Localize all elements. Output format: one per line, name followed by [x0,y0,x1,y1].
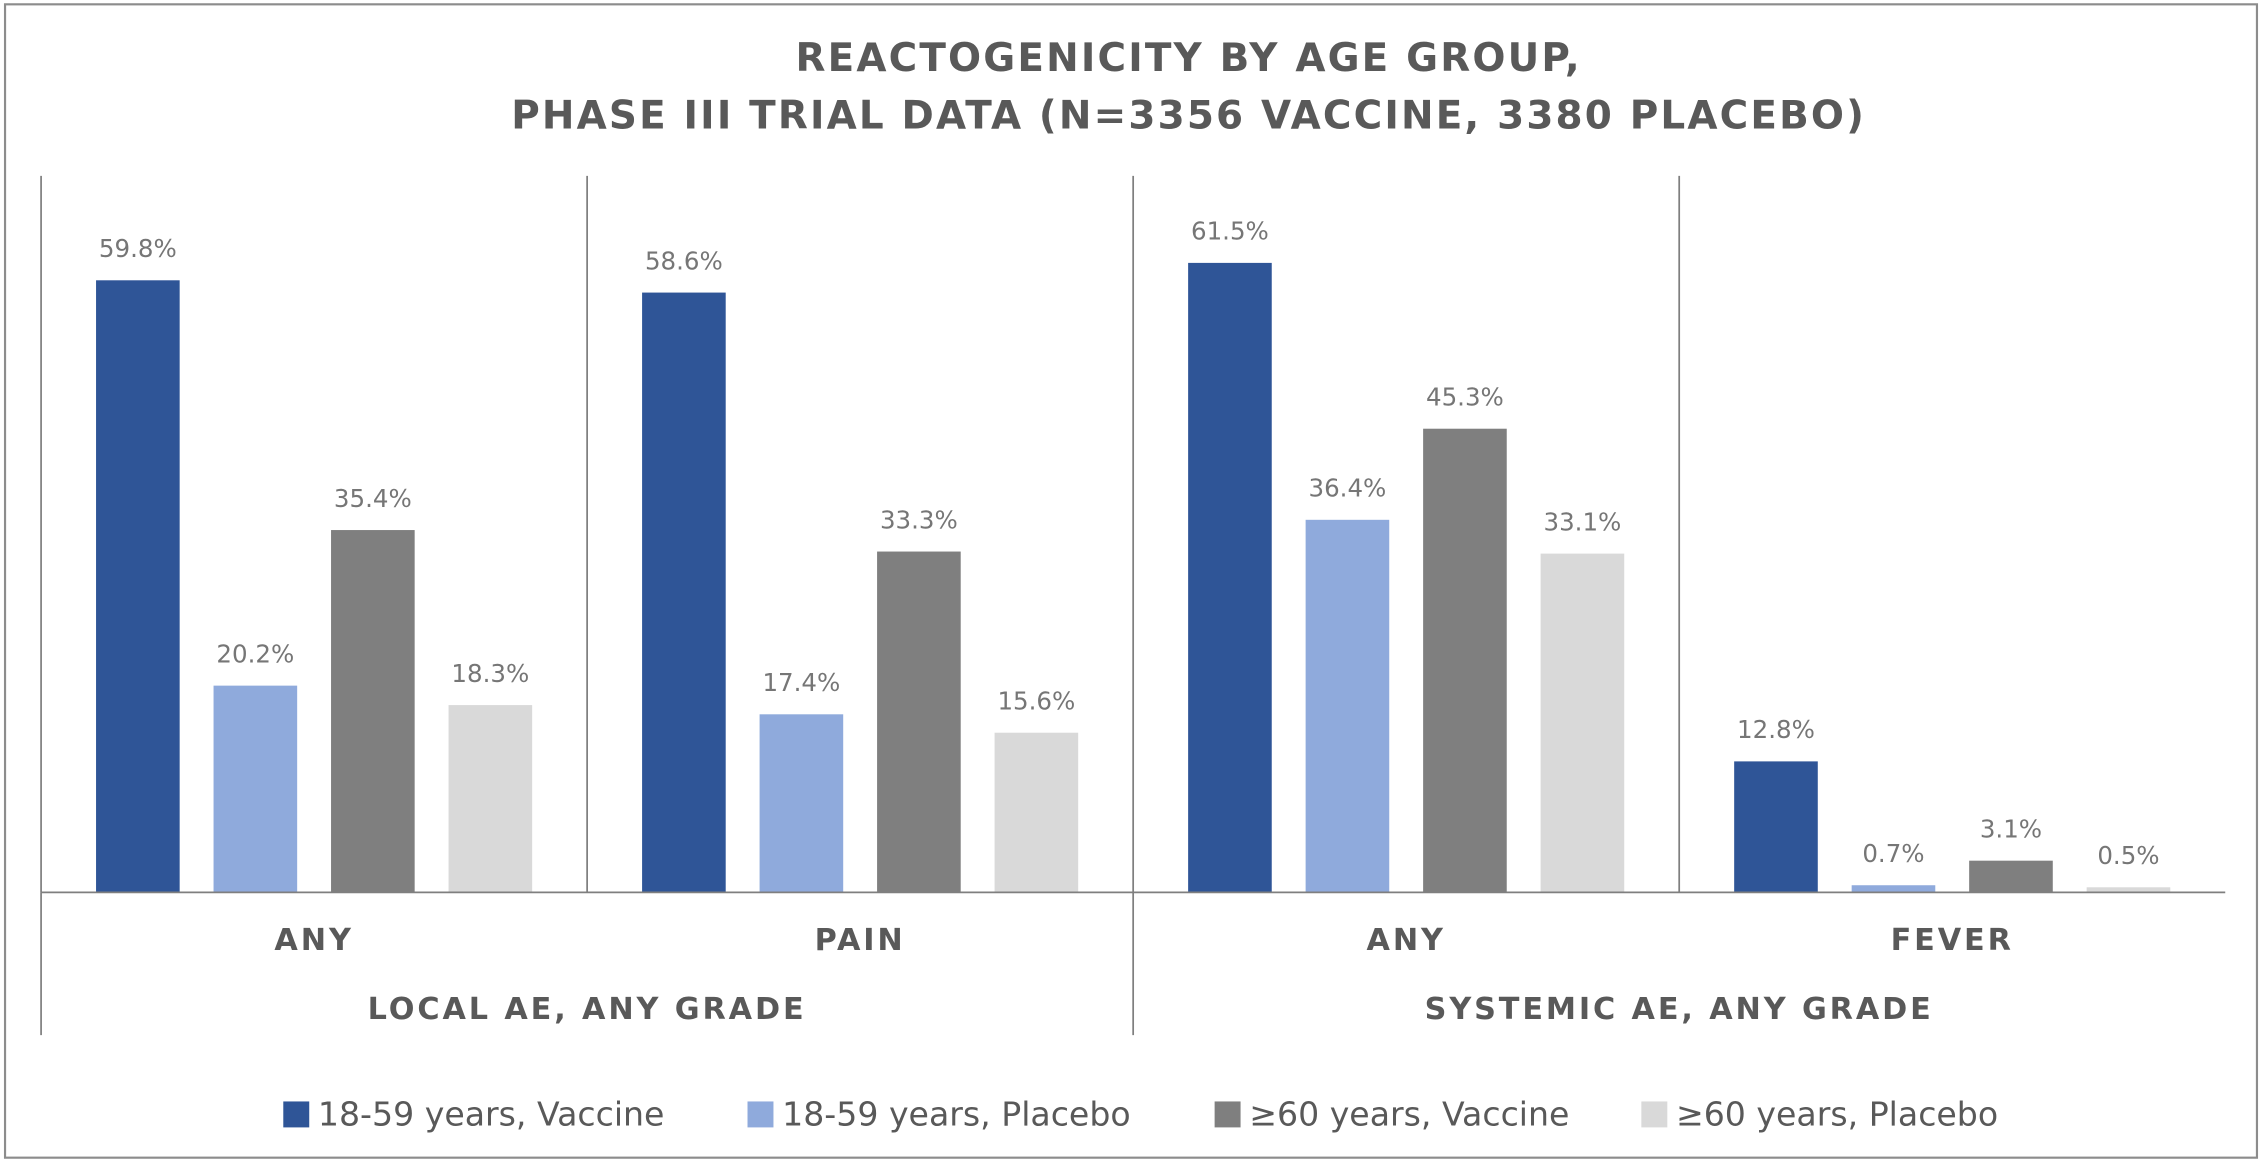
bar [759,714,844,893]
bar [1305,519,1390,893]
bar [1423,428,1507,893]
x-tick-label: ANY [274,923,353,958]
legend-swatch [747,1101,774,1128]
legend-swatch [283,1101,310,1128]
data-label: 18.3% [451,659,529,688]
legend-swatch [1214,1101,1241,1128]
data-label: 45.3% [1426,382,1504,411]
legend-label: 18-59 years, Placebo [782,1094,1131,1133]
data-label: 35.4% [334,484,412,513]
data-label: 0.7% [1862,839,1924,868]
group-label: SYSTEMIC AE, ANY GRADE [1425,992,1934,1027]
legend-label: ≥60 years, Vaccine [1249,1094,1569,1133]
x-tick-label: FEVER [1891,923,2014,958]
data-label: 17.4% [762,668,840,697]
chart-title: REACTOGENICITY BY AGE GROUP, [796,36,1582,81]
data-label: 58.6% [645,246,723,275]
bar [448,705,533,893]
data-label: 36.4% [1309,474,1387,503]
x-tick-label: ANY [1367,923,1446,958]
group-label: LOCAL AE, ANY GRADE [368,992,807,1027]
bar [96,280,180,893]
bar [877,551,961,893]
data-label: 0.5% [2097,841,2159,870]
bar [213,685,298,893]
data-label: 33.3% [880,505,958,534]
x-tick-label: PAIN [815,923,906,958]
legend-label: 18-59 years, Vaccine [318,1094,665,1133]
bar [331,530,415,893]
data-label: 61.5% [1191,217,1269,246]
bar [1188,262,1272,893]
bar [1734,761,1818,893]
chart-title: PHASE III TRIAL DATA (N=3356 VACCINE, 33… [511,94,1866,139]
legend-swatch [1641,1101,1668,1128]
bar [994,732,1079,893]
data-label: 59.8% [99,234,177,263]
bar [1969,860,2053,893]
data-label: 33.1% [1544,507,1622,536]
bar [1851,885,1936,893]
data-label: 20.2% [216,639,294,668]
legend-label: ≥60 years, Placebo [1676,1094,1998,1133]
data-label: 12.8% [1737,715,1815,744]
data-label: 3.1% [1980,814,2042,843]
bar [642,292,726,893]
bar [1540,553,1625,893]
bar [2086,887,2171,893]
data-label: 15.6% [997,686,1075,715]
